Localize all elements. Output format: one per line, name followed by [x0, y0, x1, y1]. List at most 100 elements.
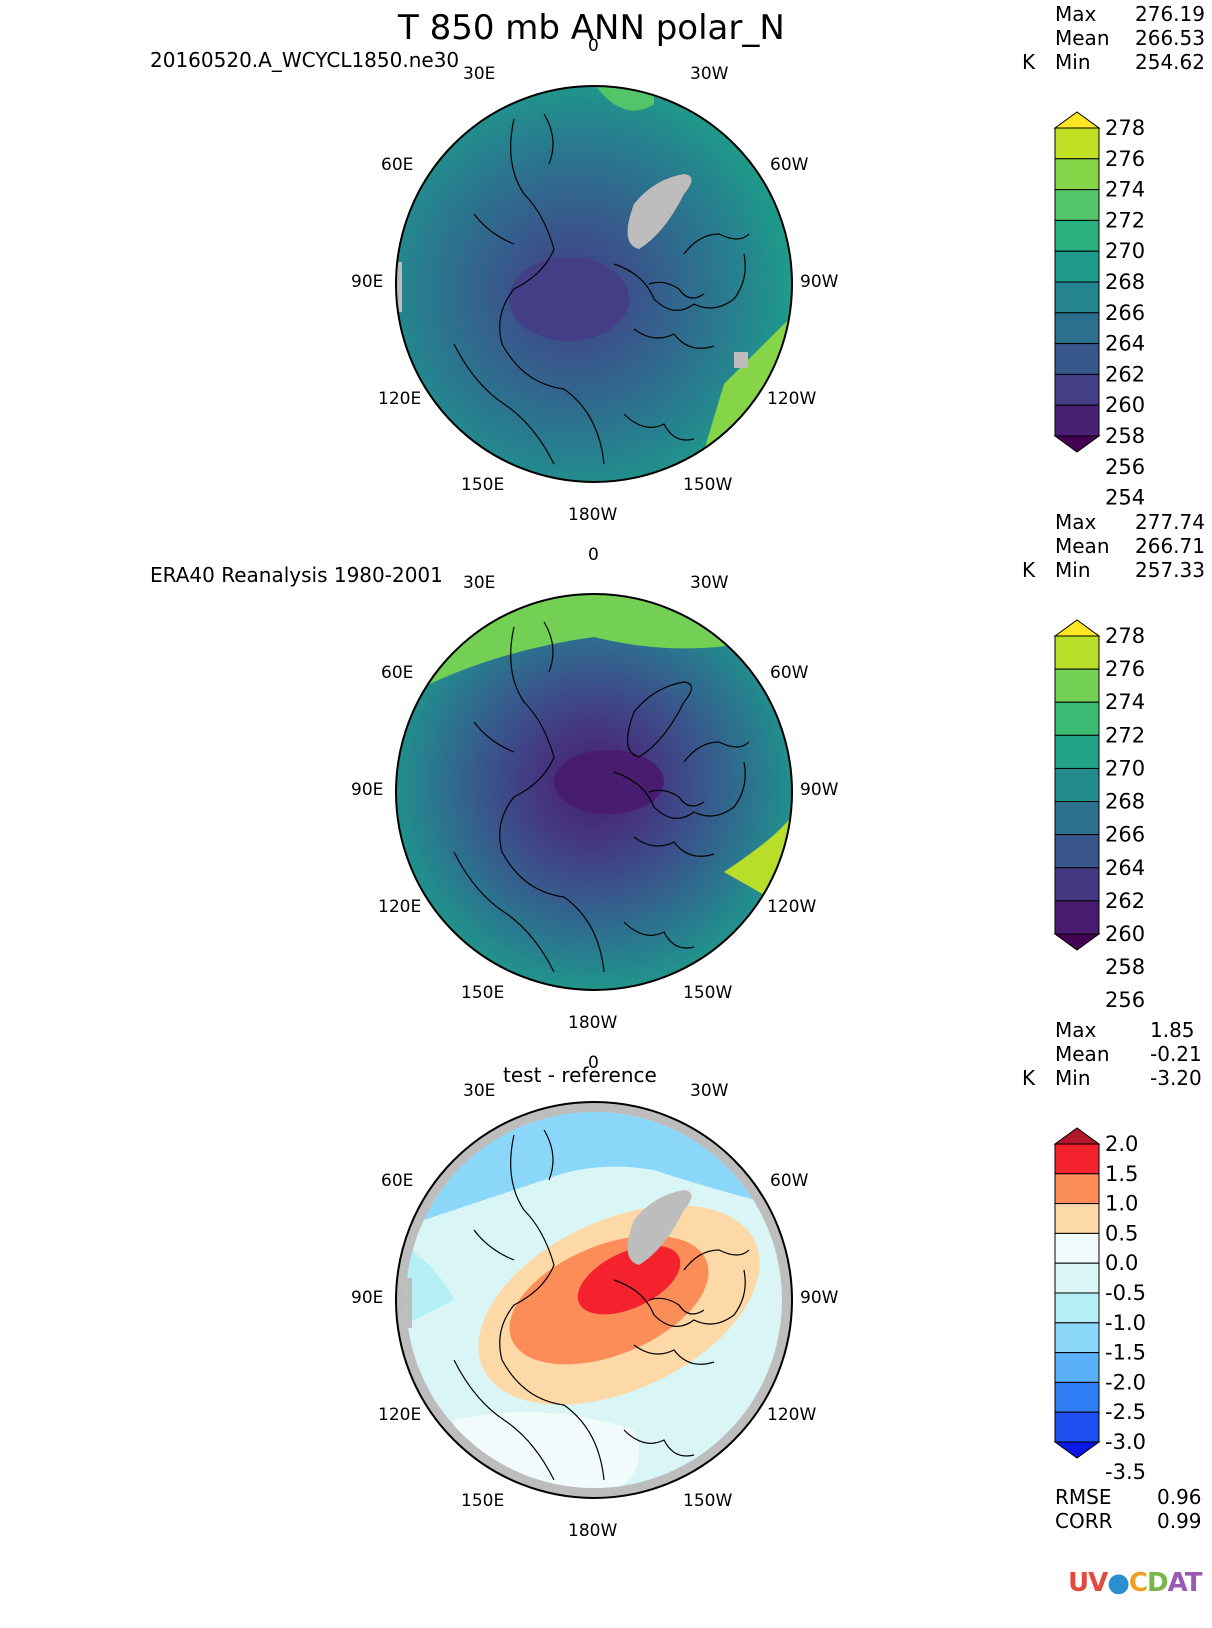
stat-units: K — [1022, 50, 1036, 74]
stat-min-label: Min — [1055, 50, 1091, 74]
stat-min-value: -3.20 — [1150, 1066, 1202, 1090]
lon-label-60w: 60W — [770, 663, 809, 683]
colorbar-under-triangle — [1053, 933, 1101, 951]
colorbar-box — [1054, 734, 1100, 769]
lon-label-150w: 150W — [683, 1491, 733, 1511]
stat-min-label: Min — [1055, 1066, 1091, 1090]
missing-data-region — [627, 174, 692, 249]
colorbar-box — [1054, 1173, 1100, 1205]
uvcdat-logo: UV●CDAT — [1068, 1568, 1202, 1598]
lon-label-90e: 90E — [351, 272, 384, 292]
colorbar-tick-label: 262 — [1105, 362, 1145, 386]
colorbar-tick-label: -3.5 — [1105, 1460, 1146, 1484]
lon-label-90e: 90E — [351, 780, 384, 800]
colorbar-tick-label: 268 — [1105, 270, 1145, 294]
missing-data-region — [406, 1278, 412, 1328]
colorbar-box — [1054, 1322, 1100, 1354]
colorbar-tick-label: -2.0 — [1105, 1370, 1146, 1394]
stat-mean-label: Mean — [1055, 1042, 1110, 1066]
colorbar-box — [1054, 1292, 1100, 1324]
lon-label-30e: 30E — [463, 573, 496, 593]
colorbar-box — [1054, 1143, 1100, 1175]
lon-label-30e: 30E — [463, 1081, 496, 1101]
lon-label-120e: 120E — [378, 897, 422, 917]
colorbar-tick-label: 1.0 — [1105, 1192, 1138, 1216]
colorbar-box — [1054, 189, 1100, 221]
lon-label-150e: 150E — [461, 983, 505, 1003]
positive-anomaly — [577, 1245, 681, 1315]
colorbar-box — [1054, 1381, 1100, 1413]
colorbar-tick-label: -0.5 — [1105, 1281, 1146, 1305]
colorbar-over-triangle — [1053, 111, 1101, 129]
colorbar-box — [1054, 158, 1100, 191]
lon-label-30w: 30W — [690, 1081, 729, 1101]
figure-title: T 850 mb ANN polar_N — [398, 8, 785, 48]
stat-mean-label: Mean — [1055, 534, 1110, 558]
colorbar-box — [1054, 404, 1100, 437]
stat-mean-value: 266.71 — [1135, 534, 1205, 558]
colorbar-tick-label: 264 — [1105, 856, 1145, 880]
lon-label-30w: 30W — [690, 573, 729, 593]
lon-label-90w: 90W — [800, 780, 839, 800]
lon-label-0: 0 — [588, 1053, 599, 1073]
missing-data-region — [627, 1190, 692, 1265]
lon-label-120w: 120W — [767, 389, 817, 409]
lon-label-60e: 60E — [381, 155, 414, 175]
colorbar-box — [1054, 1352, 1100, 1383]
colorbar-tick-label: -2.5 — [1105, 1400, 1146, 1424]
stat-units: K — [1022, 558, 1036, 582]
colorbar-tick-label: 270 — [1105, 239, 1145, 263]
stat-max-value: 277.74 — [1135, 510, 1205, 534]
missing-data-region — [396, 262, 402, 312]
colorbar-tick-label: 0.0 — [1105, 1251, 1138, 1275]
lon-label-30w: 30W — [690, 64, 729, 84]
colorbar-tick-label: 256 — [1105, 988, 1145, 1012]
lon-label-120e: 120E — [378, 1405, 422, 1425]
colorbar-box — [1054, 834, 1100, 869]
cold-core — [509, 257, 629, 341]
lon-label-150w: 150W — [683, 983, 733, 1003]
colorbar-box — [1054, 801, 1100, 836]
colorbar-difference: 2.0 1.5 1.0 0.5 0.0 -0.5 -1.0 -1.5 -2.0 -2.5 -3.0 -… — [1053, 1127, 1146, 1484]
colorbar-tick-label: 266 — [1105, 823, 1145, 847]
stat-mean-value: -0.21 — [1150, 1042, 1202, 1066]
rmse-label: RMSE — [1055, 1485, 1112, 1509]
colorbar-reference: 278 276 274 272 270 268 266 264 262 260 258 256 — [1053, 619, 1145, 1012]
colorbar-tick-label: 272 — [1105, 723, 1145, 747]
lon-label-0: 0 — [588, 36, 599, 56]
lon-label-150e: 150E — [461, 475, 505, 495]
stat-min-label: Min — [1055, 558, 1091, 582]
lon-label-90w: 90W — [800, 272, 839, 292]
stat-min-value: 257.33 — [1135, 558, 1205, 582]
stat-max-value: 1.85 — [1150, 1018, 1195, 1042]
colorbar-box — [1054, 701, 1100, 736]
colorbar-box — [1054, 668, 1100, 703]
colorbar-box — [1054, 900, 1100, 935]
colorbar-box — [1054, 1232, 1100, 1264]
colorbar-tick-label: 254 — [1105, 486, 1145, 510]
panel-subtitle: ERA40 Reanalysis 1980-2001 — [150, 563, 443, 587]
lon-label-180w: 180W — [568, 1013, 618, 1033]
colorbar-tick-label: 272 — [1105, 208, 1145, 232]
stat-max-value: 276.19 — [1135, 2, 1205, 26]
colorbar-tick-label: 264 — [1105, 332, 1145, 356]
colorbar-test: 278 276 274 272 270 268 266 264 262 260 258 256 254 — [1053, 111, 1145, 510]
stat-max-label: Max — [1055, 510, 1097, 534]
colorbar-tick-label: 2.0 — [1105, 1132, 1138, 1156]
polar-map-test — [395, 85, 793, 483]
colorbar-tick-label: 276 — [1105, 147, 1145, 171]
colorbar-box — [1054, 373, 1100, 406]
lon-label-120w: 120W — [767, 897, 817, 917]
colorbar-tick-label: 258 — [1105, 424, 1145, 448]
lon-label-90e: 90E — [351, 1288, 384, 1308]
colorbar-over-triangle — [1053, 1127, 1101, 1145]
stat-mean-value: 266.53 — [1135, 26, 1205, 50]
colorbar-under-triangle — [1053, 435, 1101, 453]
colorbar-box — [1054, 1203, 1100, 1234]
colorbar-box — [1054, 1262, 1100, 1294]
stat-max-label: Max — [1055, 1018, 1097, 1042]
stat-max-label: Max — [1055, 2, 1097, 26]
lon-label-60w: 60W — [770, 1171, 809, 1191]
lon-label-60e: 60E — [381, 1171, 414, 1191]
panel-subtitle: test - reference — [503, 1063, 657, 1087]
